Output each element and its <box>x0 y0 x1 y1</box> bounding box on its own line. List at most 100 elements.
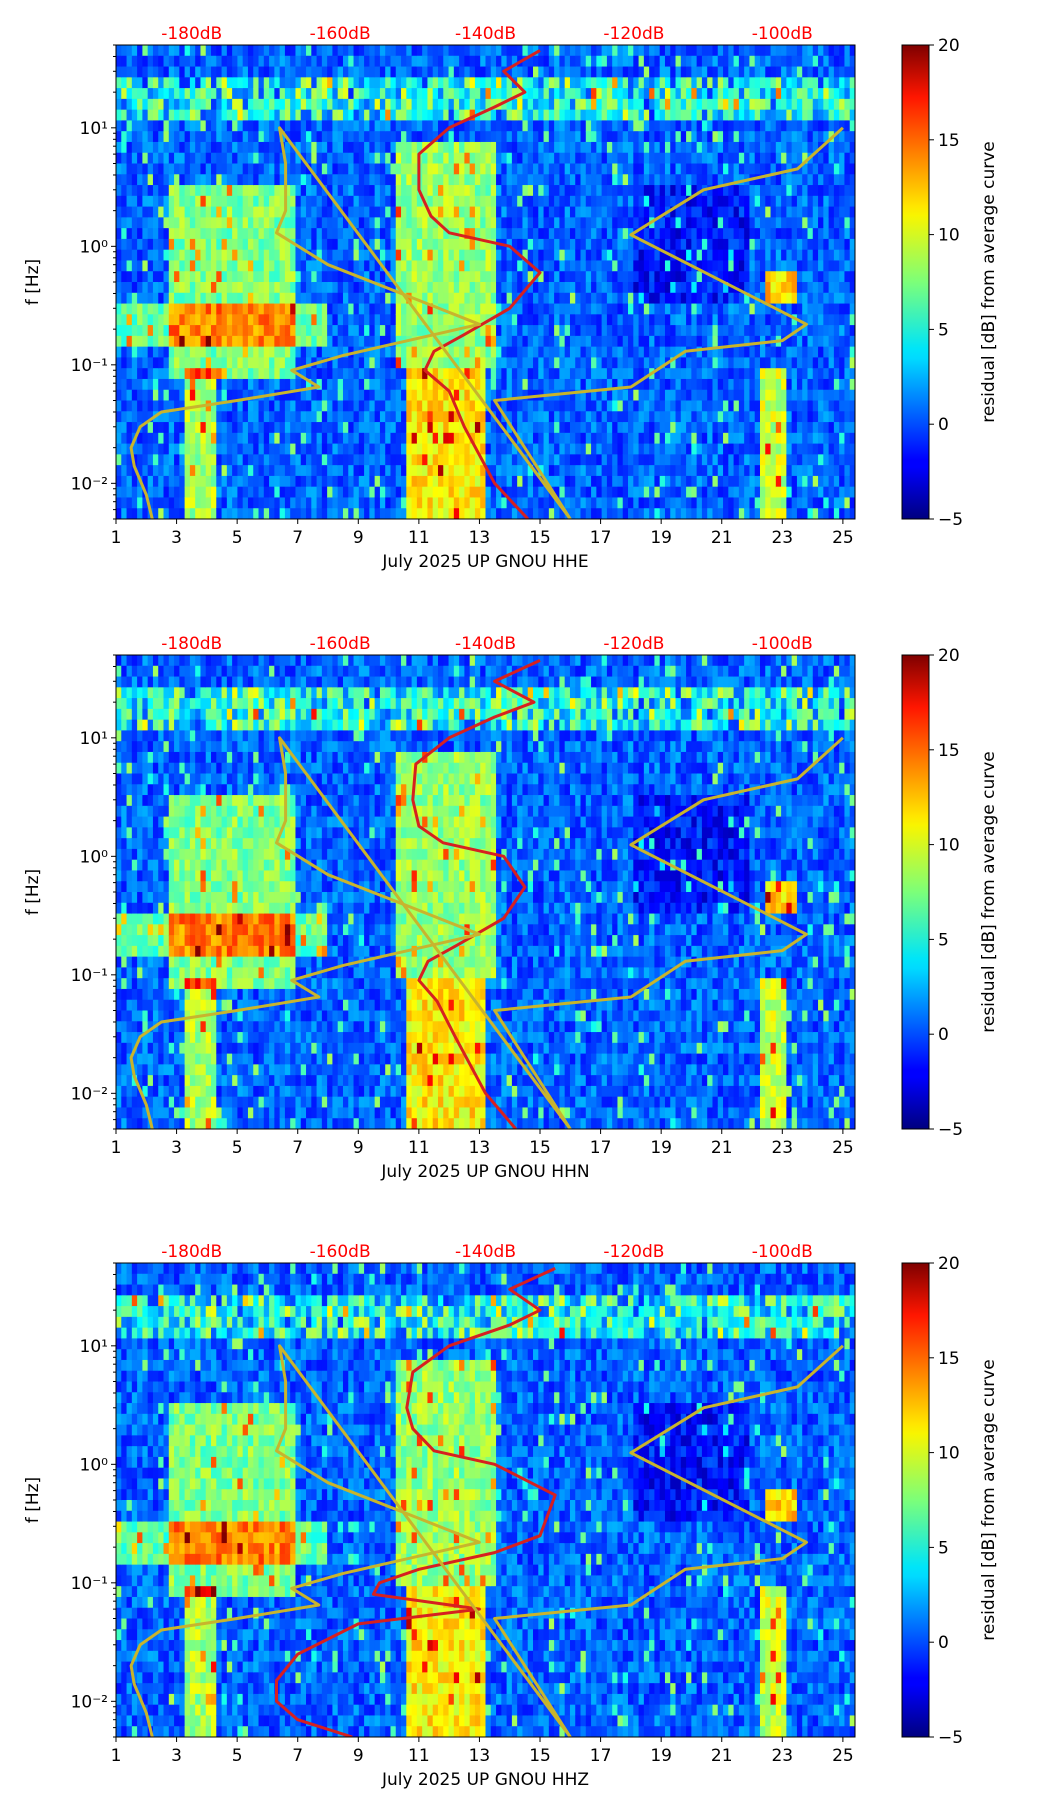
colorbar-tick-label: 5 <box>938 320 949 340</box>
x-tick-label: 13 <box>469 1138 491 1158</box>
colorbar-label: residual [dB] from average curve <box>979 141 999 422</box>
x-tick-label: 9 <box>353 528 364 548</box>
colorbar-tick-label: 15 <box>938 131 960 151</box>
x-tick-label: 7 <box>292 1746 303 1766</box>
x-tick-label: 1 <box>111 1138 122 1158</box>
colorbar-tick-label: 15 <box>938 1349 960 1369</box>
y-tick-label: 10¹ <box>80 119 108 139</box>
x-tick-label: 23 <box>771 1746 793 1766</box>
x-tick-label: 11 <box>408 1138 430 1158</box>
x-tick-label: 1 <box>111 1746 122 1766</box>
colorbar-label: residual [dB] from average curve <box>979 751 999 1032</box>
y-tick-label: 10⁰ <box>80 237 109 257</box>
x-tick-label: 17 <box>590 1746 612 1766</box>
colorbar-tick-label: 5 <box>938 930 949 950</box>
x-tick-label: 15 <box>529 1138 551 1158</box>
colorbar-tick-label: 0 <box>938 1025 949 1045</box>
db-tick-label: -100dB <box>752 634 813 654</box>
x-axis-label: July 2025 UP GNOU HHE <box>381 552 588 572</box>
x-tick-label: 25 <box>832 1138 854 1158</box>
x-tick-label: 21 <box>711 1138 733 1158</box>
x-tick-label: 21 <box>711 528 733 548</box>
x-tick-label: 13 <box>469 528 491 548</box>
x-tick-label: 7 <box>292 528 303 548</box>
spectrogram-image <box>116 45 856 520</box>
x-tick-label: 23 <box>771 1138 793 1158</box>
x-tick-label: 15 <box>529 528 551 548</box>
colorbar-tick-label: 20 <box>938 646 960 666</box>
x-tick-label: 17 <box>590 528 612 548</box>
colorbar-tick-label: 20 <box>938 36 960 56</box>
y-tick-label: 10¹ <box>80 729 108 749</box>
x-tick-label: 3 <box>171 1138 182 1158</box>
x-tick-label: 9 <box>353 1746 364 1766</box>
x-axis-label: July 2025 UP GNOU HHN <box>380 1162 589 1182</box>
x-axis-label: July 2025 UP GNOU HHZ <box>381 1770 589 1790</box>
db-tick-label: -120dB <box>603 1242 664 1262</box>
colorbar <box>902 655 929 1129</box>
x-tick-label: 7 <box>292 1138 303 1158</box>
y-tick-label: 10⁻² <box>71 1692 108 1712</box>
db-tick-label: -100dB <box>752 1242 813 1262</box>
colorbar <box>902 1263 929 1737</box>
db-tick-label: -160dB <box>310 24 371 44</box>
x-tick-label: 13 <box>469 1746 491 1766</box>
x-tick-label: 3 <box>171 528 182 548</box>
db-tick-label: -160dB <box>310 634 371 654</box>
colorbar-tick-label: 0 <box>938 415 949 435</box>
colorbar-tick-label: 0 <box>938 1633 949 1653</box>
colorbar-tick-label: 10 <box>938 836 960 856</box>
db-tick-label: -180dB <box>161 24 222 44</box>
colorbar-tick-label: 10 <box>938 226 960 246</box>
db-tick-label: -100dB <box>752 24 813 44</box>
x-tick-label: 19 <box>650 1746 672 1766</box>
x-tick-label: 1 <box>111 528 122 548</box>
y-tick-label: 10⁻¹ <box>71 966 108 986</box>
colorbar-tick-label: 10 <box>938 1444 960 1464</box>
db-tick-label: -140dB <box>455 634 516 654</box>
colorbar-tick-label: −5 <box>938 1728 963 1748</box>
x-tick-label: 5 <box>232 1138 243 1158</box>
y-tick-label: 10⁻¹ <box>71 356 108 376</box>
x-tick-label: 19 <box>650 528 672 548</box>
db-tick-label: -180dB <box>161 1242 222 1262</box>
y-tick-label: 10⁻² <box>71 1084 108 1104</box>
x-tick-label: 5 <box>232 1746 243 1766</box>
colorbar-label: residual [dB] from average curve <box>979 1359 999 1640</box>
y-axis-label: f [Hz] <box>23 869 43 915</box>
colorbar <box>902 45 929 519</box>
y-tick-label: 10⁻¹ <box>71 1574 108 1594</box>
db-tick-label: -160dB <box>310 1242 371 1262</box>
x-tick-label: 5 <box>232 528 243 548</box>
y-axis-label: f [Hz] <box>23 259 43 305</box>
x-tick-label: 3 <box>171 1746 182 1766</box>
y-tick-label: 10¹ <box>80 1337 108 1357</box>
colorbar-tick-label: −5 <box>938 510 963 530</box>
colorbar-tick-label: 5 <box>938 1538 949 1558</box>
x-tick-label: 9 <box>353 1138 364 1158</box>
db-tick-label: -140dB <box>455 1242 516 1262</box>
y-tick-label: 10⁰ <box>80 847 109 867</box>
y-tick-label: 10⁻² <box>71 474 108 494</box>
x-tick-label: 23 <box>771 528 793 548</box>
x-tick-label: 11 <box>408 1746 430 1766</box>
db-tick-label: -140dB <box>455 24 516 44</box>
colorbar-tick-label: 20 <box>938 1254 960 1274</box>
db-tick-label: -120dB <box>603 24 664 44</box>
db-tick-label: -180dB <box>161 634 222 654</box>
y-axis-label: f [Hz] <box>23 1477 43 1523</box>
x-tick-label: 11 <box>408 528 430 548</box>
x-tick-label: 15 <box>529 1746 551 1766</box>
colorbar-tick-label: −5 <box>938 1120 963 1140</box>
x-tick-label: 25 <box>832 1746 854 1766</box>
x-tick-label: 17 <box>590 1138 612 1158</box>
y-tick-label: 10⁰ <box>80 1455 109 1475</box>
x-tick-label: 25 <box>832 528 854 548</box>
x-tick-label: 19 <box>650 1138 672 1158</box>
x-tick-label: 21 <box>711 1746 733 1766</box>
